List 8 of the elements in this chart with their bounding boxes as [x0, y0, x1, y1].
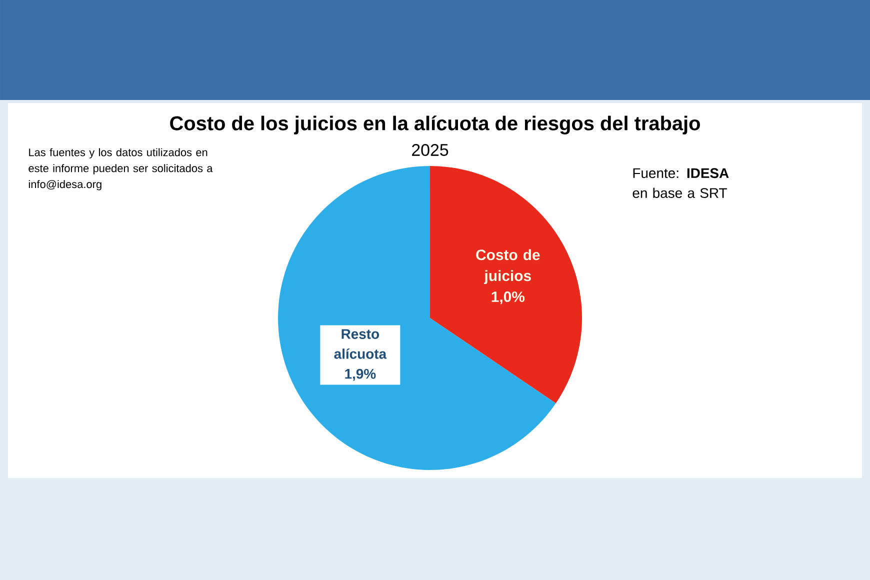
- data-label: 1,0%: [492, 291, 525, 304]
- chart-subtitle: 2025: [412, 144, 448, 156]
- slice-label: Resto alícuota: [334, 329, 387, 359]
- text: Las fuentes y los datos utilizados en este informe pueden ser solicitados a info@idesa.org: [28, 148, 213, 190]
- slice-label: Costo de juicios: [476, 249, 540, 284]
- source-note: Fuente: IDESA en base a SRT: [632, 168, 729, 198]
- chart-title: Costo de los juicios en la alícuota de riesgos del trabajo: [170, 116, 700, 134]
- data-label: 1,9%: [345, 368, 376, 381]
